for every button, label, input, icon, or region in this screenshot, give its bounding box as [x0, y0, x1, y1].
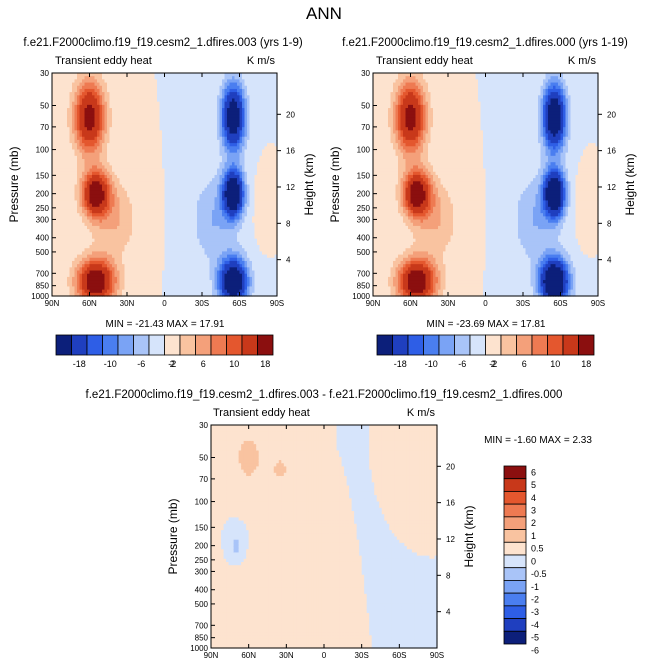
- page-title: ANN: [306, 4, 342, 23]
- panel-1-field: [52, 73, 278, 297]
- panel-1-left-label: Transient eddy heat: [55, 55, 152, 67]
- panel-1-title: f.e21.F2000climo.f19_f19.cesm2_1.dfires.…: [23, 37, 303, 49]
- panel-1: f.e21.F2000climo.f19_f19.cesm2_1.dfires.…: [7, 37, 316, 369]
- panel-1-right-label: K m/s: [247, 55, 276, 67]
